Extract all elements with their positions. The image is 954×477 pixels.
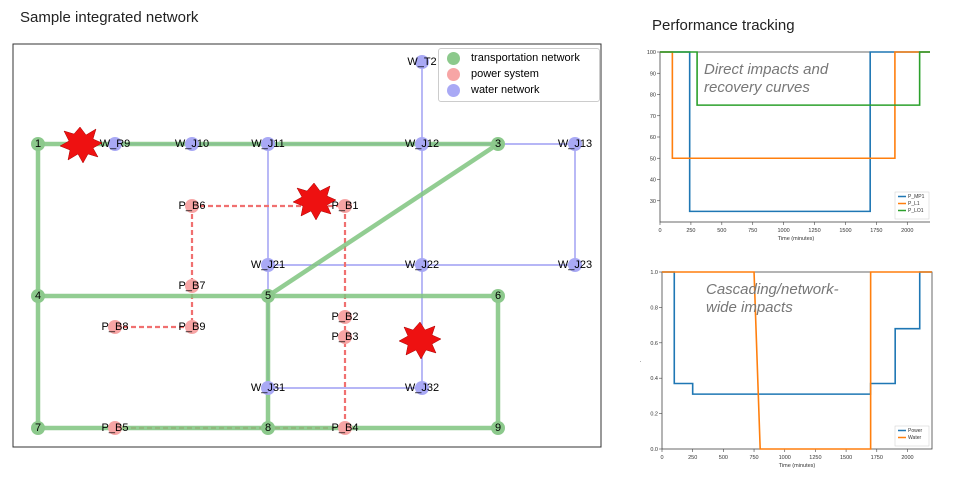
x-tick-label: 1750 <box>870 228 882 234</box>
node-label: P_B9 <box>179 321 206 333</box>
node-label: W_J10 <box>175 138 209 150</box>
x-tick-label: 750 <box>749 455 758 461</box>
node-label: 6 <box>495 290 501 302</box>
x-tick-label: 1500 <box>839 228 851 234</box>
legend-label: P_LO1 <box>908 208 924 214</box>
power-edges <box>115 204 347 430</box>
x-axis-label: Time (minutes) <box>779 463 816 469</box>
x-tick-label: 250 <box>688 455 697 461</box>
y-tick-label: 50 <box>650 156 656 162</box>
chart-annotation: wide impacts <box>706 299 793 316</box>
y-tick-label: 40 <box>650 178 656 184</box>
chart-annotation: recovery curves <box>704 79 810 96</box>
x-tick-label: 2000 <box>901 228 913 234</box>
chart-annotation: Direct impacts and <box>704 61 829 78</box>
damage-chart: 0 250 500 750 1000 1250 1500 1750 2000 30 40 50 60 70… <box>647 50 930 242</box>
node-label: P_B3 <box>332 331 359 343</box>
legend-label: Water <box>908 435 921 441</box>
y-axis-label: Consumption ratio <box>640 340 642 381</box>
water-nodes <box>108 55 582 395</box>
legend-label: water network <box>471 84 540 96</box>
y-tick-label: 60 <box>650 135 656 141</box>
node-label: W_J22 <box>405 259 439 271</box>
node-label: W_J21 <box>251 259 285 271</box>
y-tick-label: 100 <box>647 50 656 56</box>
x-tick-label: 500 <box>717 228 726 234</box>
plot-area <box>661 271 933 450</box>
series-line <box>662 271 932 450</box>
x-tick-label: 750 <box>748 228 757 234</box>
network-frame <box>12 43 602 448</box>
y-tick-label: 80 <box>650 93 656 99</box>
node-label: P_B4 <box>332 422 359 434</box>
legend-label: P_MP1 <box>908 194 925 200</box>
legend-label: P_L1 <box>908 201 920 207</box>
node-label: W_J23 <box>558 259 592 271</box>
node-label: P_B2 <box>332 311 359 323</box>
x-tick-label: 1750 <box>871 455 883 461</box>
y-tick-label: 1.0 <box>650 270 658 276</box>
node-label: 9 <box>495 422 501 434</box>
network-legend: transportation network power system wate… <box>438 48 600 102</box>
node-label: W_T2 <box>407 56 436 68</box>
plot-area <box>659 51 930 223</box>
legend-label: power system <box>471 68 539 80</box>
x-tick-label: 250 <box>686 228 695 234</box>
explosion-icon <box>398 321 442 360</box>
series-line <box>660 51 930 106</box>
node-label: W_R9 <box>100 138 131 150</box>
node-label: 1 <box>35 138 41 150</box>
x-axis-label: Time (minutes) <box>778 236 815 242</box>
legend-marker-power <box>447 68 460 81</box>
x-tick-label: 500 <box>719 455 728 461</box>
y-tick-label: 30 <box>650 199 656 205</box>
node-label: W_J32 <box>405 382 439 394</box>
y-tick-label: 0.4 <box>650 376 658 382</box>
node-label: P_B6 <box>179 200 206 212</box>
legend-marker-water <box>447 84 460 97</box>
node-label: W_J11 <box>251 138 284 150</box>
node-label: 4 <box>35 290 41 302</box>
node-label: P_B8 <box>102 321 129 333</box>
x-tick-label: 1000 <box>779 455 791 461</box>
node-label: 7 <box>35 422 41 434</box>
chart-annotation: Cascading/network- <box>706 281 839 298</box>
transport-nodes <box>31 137 505 435</box>
node-label: W_J31 <box>251 382 285 394</box>
explosion-icon <box>292 182 337 221</box>
y-tick-label: 0.2 <box>650 412 658 418</box>
node-label: P_B5 <box>102 422 129 434</box>
explosion-icon <box>59 126 103 164</box>
legend-label: Power <box>908 428 923 434</box>
legend-label: transportation network <box>471 52 580 64</box>
y-tick-label: 0.8 <box>650 305 658 311</box>
node-label: W_J12 <box>405 138 439 150</box>
power-nodes <box>108 199 352 435</box>
water-edges <box>115 62 576 389</box>
x-tick-label: 2000 <box>901 455 913 461</box>
performance-title: Performance tracking <box>652 17 795 34</box>
transport-edges <box>35 141 501 431</box>
x-tick-label: 1000 <box>778 228 790 234</box>
node-label: 3 <box>495 138 501 150</box>
node-label: P_B1 <box>332 200 359 212</box>
network-title: Sample integrated network <box>20 9 199 26</box>
consumption-chart: 0 250 500 750 1000 1250 1500 1750 2000 0.0 0.2 0.4 0… <box>640 270 933 469</box>
x-tick-label: 0 <box>660 455 663 461</box>
x-tick-label: 1250 <box>809 455 821 461</box>
node-label: W_J13 <box>558 138 592 150</box>
x-tick-label: 1250 <box>808 228 820 234</box>
y-tick-label: 90 <box>650 71 656 77</box>
node-label: 8 <box>265 422 271 434</box>
node-label: P_B7 <box>179 280 206 292</box>
x-tick-label: 0 <box>658 228 661 234</box>
y-tick-label: 70 <box>650 114 656 120</box>
y-tick-label: 0.0 <box>650 447 658 453</box>
y-tick-label: 0.6 <box>650 341 658 347</box>
legend-marker-transport <box>447 52 460 65</box>
x-tick-label: 1500 <box>840 455 852 461</box>
node-label: 5 <box>265 290 271 302</box>
